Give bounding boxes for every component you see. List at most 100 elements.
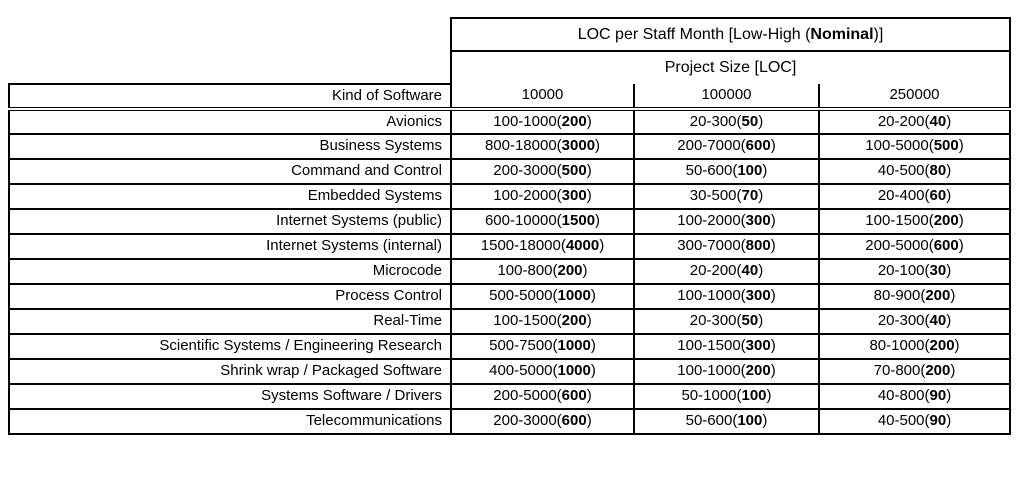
loc-range-close-paren: ) [586, 112, 592, 130]
loc-range-cell: 200-7000(600) [633, 133, 820, 160]
table-row: Microcode 100-800(200) 20-200(40) 20-100(30… [8, 258, 1012, 285]
loc-nominal-value: 40 [929, 312, 947, 330]
loc-range-value: 1500-18000( [480, 237, 566, 255]
loc-range-cell: 100-1000(200) [450, 108, 635, 135]
loc-nominal-value: 40 [741, 262, 759, 280]
loc-nominal-value: 30 [929, 262, 947, 280]
loc-nominal-value: 100 [737, 412, 763, 430]
table-row: Real-Time 100-1500(200) 20-300(50) 20-300( 4… [8, 308, 1012, 335]
loc-range-cell: 600-10000(1500) [450, 208, 635, 235]
loc-range-close-paren: ) [590, 362, 596, 380]
loc-range-close-paren: ) [950, 362, 956, 380]
size-column-header-250000: 250000 [817, 84, 1012, 111]
loc-nominal-value: 50 [741, 312, 759, 330]
table-title-prefix: LOC per Staff Month [Low-High ( [577, 25, 811, 43]
size-column-header-100000: 100000 [633, 84, 820, 111]
loc-range-cell: 80-1000(200) [817, 333, 1012, 360]
loc-nominal-value: 200 [561, 112, 587, 130]
loc-nominal-value: 800 [745, 237, 771, 255]
loc-range-cell: 400-5000(1000) [450, 358, 635, 385]
loc-nominal-value: 3000 [561, 137, 596, 155]
loc-range-value: 40-800( [877, 387, 930, 405]
loc-range-close-paren: ) [595, 137, 601, 155]
loc-nominal-value: 200 [925, 287, 951, 305]
loc-range-close-paren: ) [770, 212, 776, 230]
loc-nominal-value: 600 [561, 412, 587, 430]
loc-range-cell: 20-300(50) [633, 308, 820, 335]
loc-range-value: 500-7500( [489, 337, 558, 355]
loc-range-value: 100-1500( [677, 337, 746, 355]
loc-nominal-value: 500 [561, 162, 587, 180]
loc-range-close-paren: ) [946, 112, 952, 130]
table-row: Telecommunications 200-3000(600) 50-600(10… [8, 408, 1012, 435]
loc-nominal-value: 90 [929, 387, 947, 405]
loc-range-cell: 50-600(100) [633, 158, 820, 185]
loc-range-value: 50-600( [685, 412, 738, 430]
loc-range-close-paren: ) [770, 287, 776, 305]
table-header-section: LOC per Staff Month [Low-High (Nominal)]… [8, 17, 1012, 111]
loc-range-cell: 50-1000(100) [633, 383, 820, 410]
loc-nominal-value: 40 [929, 112, 947, 130]
project-size-header: Project Size [LOC] [449, 50, 1012, 84]
loc-range-close-paren: ) [946, 387, 952, 405]
table-row: Business Systems 800-18000(3000) 200-7000(… [8, 133, 1012, 160]
row-label: Shrink wrap / Packaged Software [8, 358, 452, 385]
loc-range-close-paren: ) [958, 237, 964, 255]
loc-nominal-value: 1500 [561, 212, 596, 230]
row-label: Telecommunications [8, 408, 452, 435]
loc-range-cell: 20-100(30) [817, 258, 1012, 285]
loc-range-close-paren: ) [758, 187, 764, 205]
loc-range-cell: 200-3000(500) [450, 158, 635, 185]
loc-range-close-paren: ) [950, 287, 956, 305]
kind-of-software-header: Kind of Software [8, 83, 452, 111]
loc-range-close-paren: ) [766, 387, 772, 405]
loc-nominal-value: 600 [745, 137, 771, 155]
row-label: Avionics [8, 108, 452, 135]
loc-nominal-value: 1000 [557, 362, 591, 380]
loc-range-cell: 100-1500(200) [450, 308, 635, 335]
loc-range-value: 100-1000( [677, 287, 746, 305]
loc-range-cell: 100-5000(500) [817, 133, 1012, 160]
loc-range-close-paren: ) [586, 187, 592, 205]
table-title-bold: Nominal [810, 25, 874, 43]
row-label: Business Systems [8, 133, 452, 160]
loc-range-value: 40-500( [877, 162, 930, 180]
loc-range-value: 300-7000( [677, 237, 746, 255]
table-row: Avionics 100-1000(200) 20-300(50) 20-200(40… [8, 108, 1012, 135]
loc-range-close-paren: ) [599, 237, 605, 255]
subtitle-row: Project Size [LOC] [9, 50, 1012, 84]
loc-range-close-paren: ) [586, 162, 592, 180]
loc-range-cell: 30-500(70) [633, 183, 820, 210]
loc-range-close-paren: ) [946, 412, 952, 430]
loc-nominal-value: 600 [561, 387, 587, 405]
loc-range-cell: 80-900(200) [817, 283, 1012, 310]
row-label: Real-Time [8, 308, 452, 335]
loc-range-close-paren: ) [770, 137, 776, 155]
loc-range-close-paren: ) [770, 362, 776, 380]
loc-nominal-value: 200 [925, 362, 951, 380]
loc-range-cell: 70-800(200) [817, 358, 1012, 385]
loc-nominal-value: 100 [737, 162, 763, 180]
loc-range-value: 20-100( [877, 262, 930, 280]
row-label: Microcode [8, 258, 452, 285]
loc-range-value: 800-18000( [484, 137, 562, 155]
loc-range-close-paren: ) [958, 137, 964, 155]
loc-range-close-paren: ) [946, 262, 952, 280]
loc-range-close-paren: ) [954, 337, 960, 355]
loc-range-cell: 40-800(90) [817, 383, 1012, 410]
loc-nominal-value: 80 [929, 162, 947, 180]
loc-range-value: 50-600( [685, 162, 738, 180]
table-title: LOC per Staff Month [Low-High (Nominal)] [449, 17, 1012, 52]
loc-range-value: 20-300( [689, 312, 742, 330]
loc-range-close-paren: ) [946, 187, 952, 205]
loc-range-close-paren: ) [586, 387, 592, 405]
loc-range-value: 200-3000( [493, 162, 562, 180]
loc-range-cell: 100-1500(300) [633, 333, 820, 360]
table-row: Shrink wrap / Packaged Software 400-5000(… [8, 358, 1012, 385]
loc-nominal-value: 1000 [557, 337, 591, 355]
loc-nominal-value: 200 [561, 312, 587, 330]
loc-range-cell: 40-500(90) [817, 408, 1012, 435]
loc-range-value: 100-800( [497, 262, 558, 280]
size-column-header-10000: 10000 [450, 84, 635, 111]
loc-nominal-value: 300 [745, 287, 771, 305]
